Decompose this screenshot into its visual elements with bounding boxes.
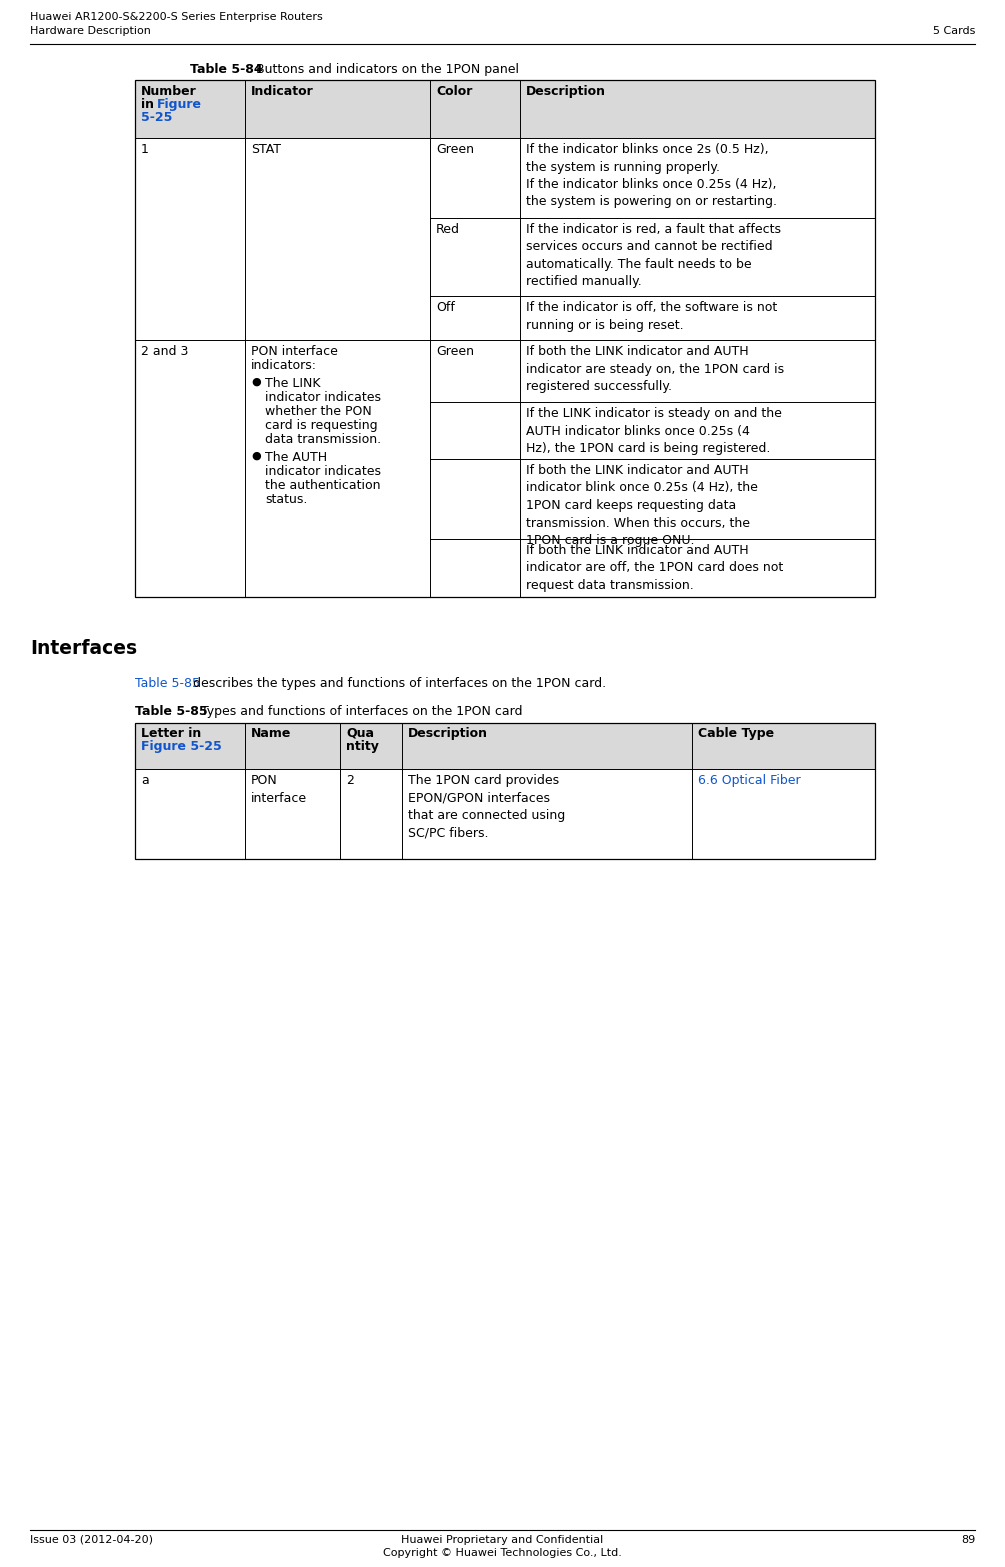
Text: 2: 2 bbox=[346, 774, 354, 787]
Text: 6.6 Optical Fiber: 6.6 Optical Fiber bbox=[698, 774, 801, 787]
Text: Buttons and indicators on the 1PON panel: Buttons and indicators on the 1PON panel bbox=[252, 63, 519, 77]
Text: If both the LINK indicator and AUTH
indicator blink once 0.25s (4 Hz), the
1PON : If both the LINK indicator and AUTH indi… bbox=[526, 464, 758, 547]
Text: The AUTH: The AUTH bbox=[265, 451, 327, 464]
Text: Letter in: Letter in bbox=[141, 727, 201, 740]
Text: 5-25: 5-25 bbox=[141, 111, 173, 124]
Text: indicator indicates: indicator indicates bbox=[265, 465, 381, 478]
Text: Table 5-85: Table 5-85 bbox=[135, 677, 200, 689]
Text: ●: ● bbox=[251, 378, 260, 387]
Text: Off: Off bbox=[436, 301, 455, 313]
Text: Name: Name bbox=[251, 727, 291, 740]
Text: If both the LINK indicator and AUTH
indicator are steady on, the 1PON card is
re: If both the LINK indicator and AUTH indi… bbox=[526, 345, 784, 393]
Text: Issue 03 (2012-04-20): Issue 03 (2012-04-20) bbox=[30, 1536, 153, 1545]
Text: the authentication: the authentication bbox=[265, 480, 381, 492]
Text: 1: 1 bbox=[141, 143, 149, 157]
Text: Description: Description bbox=[408, 727, 488, 740]
Text: If both the LINK indicator and AUTH
indicator are off, the 1PON card does not
re: If both the LINK indicator and AUTH indi… bbox=[526, 544, 783, 592]
Text: Green: Green bbox=[436, 345, 474, 357]
Text: Interfaces: Interfaces bbox=[30, 639, 137, 658]
Text: PON interface: PON interface bbox=[251, 345, 338, 357]
Text: 2 and 3: 2 and 3 bbox=[141, 345, 188, 357]
Text: Green: Green bbox=[436, 143, 474, 157]
Text: ●: ● bbox=[251, 451, 260, 461]
Text: whether the PON: whether the PON bbox=[265, 404, 372, 418]
Text: Figure: Figure bbox=[157, 99, 202, 111]
Text: data transmission.: data transmission. bbox=[265, 432, 381, 447]
Text: If the indicator is red, a fault that affects
services occurs and cannot be rect: If the indicator is red, a fault that af… bbox=[526, 223, 781, 288]
Text: Huawei Proprietary and Confidential: Huawei Proprietary and Confidential bbox=[401, 1536, 603, 1545]
Text: describes the types and functions of interfaces on the 1PON card.: describes the types and functions of int… bbox=[189, 677, 606, 689]
Text: If the LINK indicator is steady on and the
AUTH indicator blinks once 0.25s (4
H: If the LINK indicator is steady on and t… bbox=[526, 407, 782, 454]
Text: If the indicator blinks once 2s (0.5 Hz),
the system is running properly.
If the: If the indicator blinks once 2s (0.5 Hz)… bbox=[526, 143, 777, 208]
Text: Huawei AR1200-S&2200-S Series Enterprise Routers: Huawei AR1200-S&2200-S Series Enterprise… bbox=[30, 13, 323, 22]
Text: PON
interface: PON interface bbox=[251, 774, 308, 804]
Text: Table 5-85: Table 5-85 bbox=[135, 705, 208, 718]
Text: 89: 89 bbox=[961, 1536, 975, 1545]
Text: Qua: Qua bbox=[346, 727, 374, 740]
Text: Types and functions of interfaces on the 1PON card: Types and functions of interfaces on the… bbox=[197, 705, 523, 718]
Text: Cable Type: Cable Type bbox=[698, 727, 774, 740]
Text: The LINK: The LINK bbox=[265, 378, 321, 390]
Text: card is requesting: card is requesting bbox=[265, 418, 378, 432]
Text: status.: status. bbox=[265, 494, 308, 506]
Text: Red: Red bbox=[436, 223, 460, 237]
Bar bbox=[135, 722, 875, 859]
Text: indicator indicates: indicator indicates bbox=[265, 392, 381, 404]
Bar bbox=[135, 722, 875, 769]
Text: indicators:: indicators: bbox=[251, 359, 317, 371]
Bar bbox=[135, 80, 875, 597]
Text: Number: Number bbox=[141, 85, 197, 99]
Text: Description: Description bbox=[526, 85, 606, 99]
Text: in: in bbox=[141, 99, 159, 111]
Text: If the indicator is off, the software is not
running or is being reset.: If the indicator is off, the software is… bbox=[526, 301, 777, 332]
Text: Figure 5-25: Figure 5-25 bbox=[141, 740, 222, 754]
Text: Indicator: Indicator bbox=[251, 85, 314, 99]
Text: STAT: STAT bbox=[251, 143, 281, 157]
Text: Table 5-84: Table 5-84 bbox=[190, 63, 262, 77]
Text: 5 Cards: 5 Cards bbox=[933, 27, 975, 36]
Text: ntity: ntity bbox=[346, 740, 379, 754]
Text: Hardware Description: Hardware Description bbox=[30, 27, 151, 36]
Text: a: a bbox=[141, 774, 149, 787]
Text: The 1PON card provides
EPON/GPON interfaces
that are connected using
SC/PC fiber: The 1PON card provides EPON/GPON interfa… bbox=[408, 774, 565, 840]
Text: Color: Color bbox=[436, 85, 472, 99]
Text: Copyright © Huawei Technologies Co., Ltd.: Copyright © Huawei Technologies Co., Ltd… bbox=[383, 1548, 621, 1558]
Bar bbox=[135, 80, 875, 138]
